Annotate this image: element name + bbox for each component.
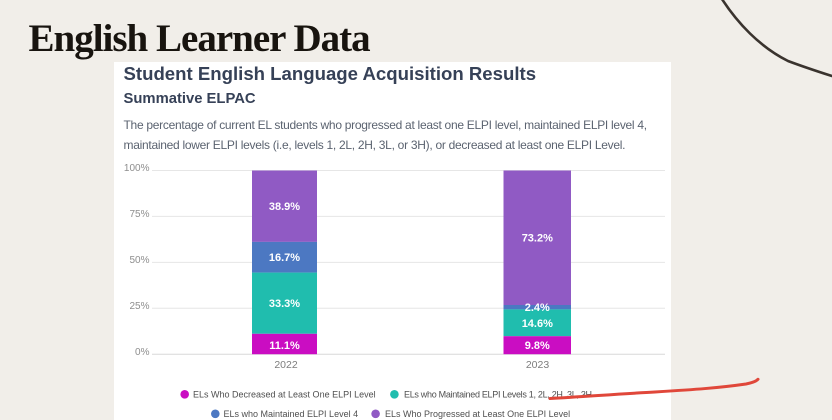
- svg-text:0%: 0%: [135, 347, 150, 358]
- svg-text:38.9%: 38.9%: [269, 201, 300, 213]
- svg-text:14.6%: 14.6%: [522, 318, 553, 330]
- svg-text:75%: 75%: [129, 209, 149, 220]
- svg-text:ELs who Maintained ELPI Level: ELs who Maintained ELPI Level 4: [224, 409, 359, 419]
- svg-text:100%: 100%: [124, 163, 150, 174]
- svg-text:ELs Who Progressed at Least On: ELs Who Progressed at Least One ELPI Lev…: [385, 409, 570, 419]
- svg-text:ELs Who Decreased at Least One: ELs Who Decreased at Least One ELPI Leve…: [193, 390, 376, 400]
- svg-text:25%: 25%: [129, 301, 149, 312]
- svg-text:ELs who Maintained ELPI Levels: ELs who Maintained ELPI Levels 1, 2L, 2H…: [404, 390, 592, 400]
- svg-text:2023: 2023: [526, 359, 550, 371]
- svg-text:50%: 50%: [129, 255, 149, 266]
- svg-text:9.8%: 9.8%: [525, 340, 550, 352]
- svg-text:2022: 2022: [274, 359, 298, 371]
- svg-text:73.2%: 73.2%: [522, 233, 553, 245]
- svg-text:16.7%: 16.7%: [269, 252, 300, 264]
- svg-text:11.1%: 11.1%: [269, 340, 300, 352]
- svg-text:33.3%: 33.3%: [269, 298, 300, 310]
- svg-text:2.4%: 2.4%: [525, 302, 550, 314]
